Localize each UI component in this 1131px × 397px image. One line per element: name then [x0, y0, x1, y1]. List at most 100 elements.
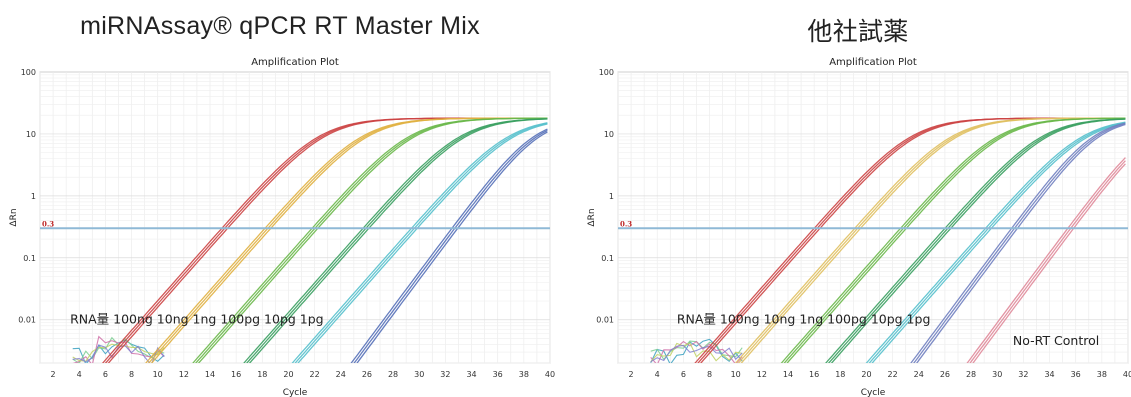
y-tick-label: 100	[599, 68, 614, 77]
amplification-curve	[910, 122, 1126, 363]
amplification-curve	[871, 122, 1126, 363]
y-tick-label: 0.01	[18, 316, 36, 325]
x-tick-label: 34	[1044, 370, 1054, 379]
x-tick-label: 28	[966, 370, 976, 379]
series-group	[72, 117, 548, 363]
x-axis-label: Cycle	[283, 388, 308, 397]
x-tick-label: 36	[493, 370, 503, 379]
chart-heading: 他社試薬	[807, 18, 909, 46]
amplification-curve	[825, 118, 1126, 363]
x-tick-label: 32	[1018, 370, 1028, 379]
amplification-curve	[150, 117, 548, 363]
x-tick-label: 12	[757, 370, 767, 379]
x-tick-label: 20	[861, 370, 871, 379]
plot-title: Amplification Plot	[829, 57, 917, 68]
x-tick-label: 2	[629, 370, 634, 379]
x-tick-label: 2	[51, 370, 56, 379]
plot-title: Amplification Plot	[251, 57, 339, 68]
x-tick-label: 22	[310, 370, 320, 379]
x-tick-label: 24	[914, 370, 924, 379]
amplification-curve	[913, 123, 1126, 363]
y-tick-label: 0.1	[601, 254, 614, 263]
amplification-curve	[350, 128, 548, 363]
baseline-noise-trace	[72, 335, 165, 363]
x-tick-label: 16	[809, 370, 819, 379]
x-tick-label: 38	[519, 370, 529, 379]
x-tick-label: 10	[731, 370, 741, 379]
baseline-noise-trace	[650, 340, 743, 363]
x-tick-label: 8	[129, 370, 134, 379]
x-tick-label: 40	[545, 370, 555, 379]
x-tick-label: 22	[888, 370, 898, 379]
amplification-curve	[786, 117, 1126, 363]
chart-heading: miRNAssay® qPCR RT Master Mix	[80, 12, 480, 40]
x-tick-label: 4	[655, 370, 660, 379]
amplification-curve	[294, 122, 548, 363]
y-tick-label: 1	[609, 192, 614, 201]
x-tick-label: 12	[179, 370, 189, 379]
annotation-text: RNA量 100ng 10ng 1ng 100pg 10pg 1pg	[677, 312, 931, 327]
chart-panel-right: 他社試薬 Amplification Plot Cycle ΔRn 2 4 6 8 10 12 1…	[578, 0, 1131, 397]
amplification-curve	[868, 121, 1126, 363]
annotation-text: No-RT Control	[1013, 333, 1099, 348]
x-tick-label: 4	[77, 370, 82, 379]
amplification-curve	[245, 118, 548, 363]
x-tick-label: 18	[257, 370, 267, 379]
series-group	[650, 117, 1126, 363]
y-tick-label: 10	[26, 130, 36, 139]
amplification-curve	[291, 122, 548, 363]
baseline-noise-trace	[650, 344, 743, 363]
x-tick-label: 14	[783, 370, 793, 379]
x-tick-label: 38	[1097, 370, 1107, 379]
y-tick-label: 100	[21, 68, 36, 77]
x-tick-label: 34	[466, 370, 476, 379]
amplification-curve	[197, 117, 548, 363]
amplification-curve	[243, 118, 548, 363]
x-tick-label: 16	[231, 370, 241, 379]
threshold-label: 0.3	[42, 220, 54, 229]
amplification-curve	[248, 118, 548, 363]
x-tick-label: 30	[992, 370, 1002, 379]
x-tick-label: 24	[336, 370, 346, 379]
x-tick-label: 40	[1123, 370, 1131, 379]
amplification-curve	[297, 123, 548, 363]
x-tick-label: 20	[283, 370, 293, 379]
grid	[617, 72, 1129, 364]
x-tick-label: 10	[153, 370, 163, 379]
x-tick-label: 6	[681, 370, 686, 379]
amplification-curve	[865, 121, 1126, 363]
y-tick-label: 1	[31, 192, 36, 201]
x-tick-label: 32	[440, 370, 450, 379]
y-axis-label: ΔRn	[9, 208, 19, 226]
amplification-curve	[356, 131, 548, 363]
x-tick-label: 14	[205, 370, 215, 379]
y-tick-label: 10	[604, 130, 614, 139]
threshold-label: 0.3	[620, 220, 632, 229]
amplification-curve	[830, 118, 1126, 363]
x-tick-label: 28	[388, 370, 398, 379]
annotation-text: RNA量 100ng 10ng 1ng 100pg 10pg 1pg	[70, 312, 324, 327]
x-tick-label: 18	[835, 370, 845, 379]
x-tick-label: 36	[1071, 370, 1081, 379]
amplification-curve	[915, 123, 1126, 363]
x-tick-label: 26	[362, 370, 372, 379]
y-tick-label: 0.01	[596, 316, 614, 325]
chart-panel-left: miRNAssay® qPCR RT Master Mix Amplificat…	[0, 0, 560, 397]
amplification-curve	[969, 160, 1126, 363]
x-tick-label: 8	[707, 370, 712, 379]
x-tick-label: 30	[414, 370, 424, 379]
x-axis-label: Cycle	[861, 388, 886, 397]
amplification-curve	[966, 157, 1126, 363]
amplification-curve	[740, 117, 1126, 363]
y-tick-label: 0.1	[23, 254, 36, 263]
y-axis-label: ΔRn	[587, 208, 597, 226]
amplification-curve	[972, 163, 1126, 363]
amplification-curve	[827, 118, 1126, 363]
x-tick-label: 26	[940, 370, 950, 379]
baseline-noise-trace	[650, 342, 743, 363]
plot-area	[617, 71, 1129, 364]
x-tick-label: 6	[103, 370, 108, 379]
amplification-curve	[353, 129, 548, 363]
